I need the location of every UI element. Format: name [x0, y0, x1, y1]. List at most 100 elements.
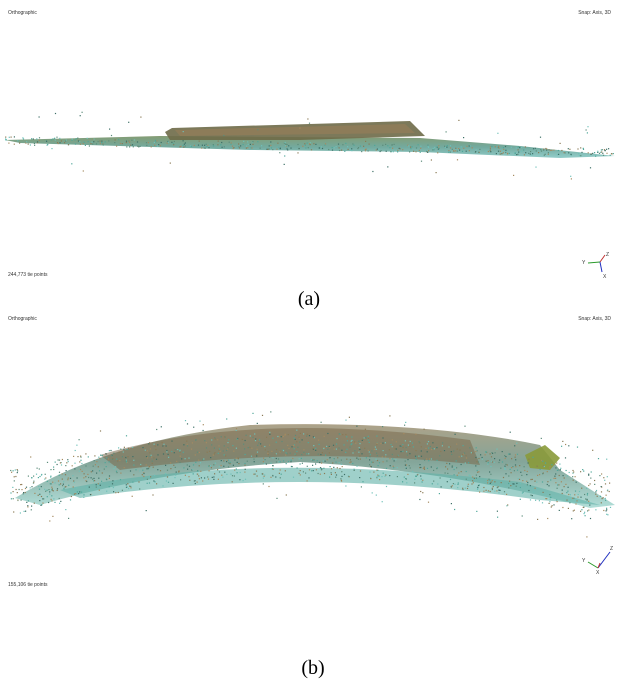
point: [402, 481, 403, 482]
point: [74, 494, 75, 495]
point: [209, 451, 210, 452]
point: [17, 470, 18, 471]
point: [555, 473, 556, 474]
point: [457, 487, 458, 488]
point: [333, 445, 334, 446]
point: [345, 420, 346, 421]
point: [478, 458, 479, 459]
point: [113, 491, 114, 492]
point: [292, 466, 293, 467]
point: [77, 138, 78, 139]
point: [423, 468, 424, 469]
point: [176, 472, 177, 473]
point: [147, 450, 148, 451]
point: [291, 446, 292, 447]
point: [432, 483, 433, 484]
point: [536, 482, 537, 483]
point: [376, 453, 377, 454]
point: [331, 474, 332, 475]
point: [170, 468, 171, 469]
point: [568, 152, 569, 153]
point: [436, 172, 437, 173]
point: [358, 441, 359, 442]
point: [465, 462, 466, 463]
point: [17, 492, 18, 493]
point: [183, 444, 184, 445]
point: [173, 465, 174, 466]
point: [58, 480, 59, 481]
point: [346, 436, 347, 437]
point: [335, 472, 336, 473]
point: [85, 145, 86, 146]
point: [199, 452, 200, 453]
point: [480, 454, 481, 455]
point: [535, 500, 536, 501]
point: [500, 468, 501, 469]
point: [300, 463, 301, 464]
point: [84, 473, 85, 474]
point: [269, 145, 270, 146]
point: [346, 459, 347, 460]
point: [154, 481, 155, 482]
point: [229, 463, 230, 464]
point: [106, 479, 107, 480]
point: [263, 483, 264, 484]
point: [321, 463, 322, 464]
point: [572, 476, 573, 477]
point: [52, 516, 53, 517]
point: [419, 499, 420, 500]
point: [163, 444, 164, 445]
point: [252, 141, 253, 142]
point: [490, 474, 491, 475]
point: [530, 495, 531, 496]
point: [517, 470, 518, 471]
point: [160, 470, 161, 471]
point: [9, 137, 10, 138]
point: [582, 469, 583, 470]
point: [385, 456, 386, 457]
point: [609, 491, 610, 492]
point: [281, 436, 282, 437]
point: [560, 469, 561, 470]
point: [64, 142, 65, 143]
point: [290, 453, 291, 454]
point: [67, 479, 68, 480]
point: [345, 143, 346, 144]
point: [459, 150, 460, 151]
point: [34, 493, 35, 494]
point: [187, 423, 188, 424]
point: [349, 447, 350, 448]
point: [244, 448, 245, 449]
point: [530, 154, 531, 155]
point: [254, 433, 255, 434]
point: [285, 145, 286, 146]
point: [76, 445, 77, 446]
point: [382, 145, 383, 146]
point: [550, 150, 551, 151]
point: [224, 445, 225, 446]
point: [54, 502, 55, 503]
point: [376, 436, 377, 437]
point: [428, 460, 429, 461]
point: [570, 176, 571, 177]
point: [285, 455, 286, 456]
point: [361, 486, 362, 487]
point: [231, 142, 232, 143]
point: [245, 440, 246, 441]
point: [511, 467, 512, 468]
point: [206, 146, 207, 147]
point: [272, 149, 273, 150]
point: [93, 141, 94, 142]
point: [308, 147, 309, 148]
point: [120, 143, 121, 144]
point: [49, 520, 50, 521]
point: [320, 454, 321, 455]
point: [49, 494, 50, 495]
point: [425, 448, 426, 449]
point: [453, 483, 454, 484]
point: [92, 470, 93, 471]
point: [100, 485, 101, 486]
point: [456, 460, 457, 461]
point: [586, 129, 587, 130]
point: [206, 442, 207, 443]
